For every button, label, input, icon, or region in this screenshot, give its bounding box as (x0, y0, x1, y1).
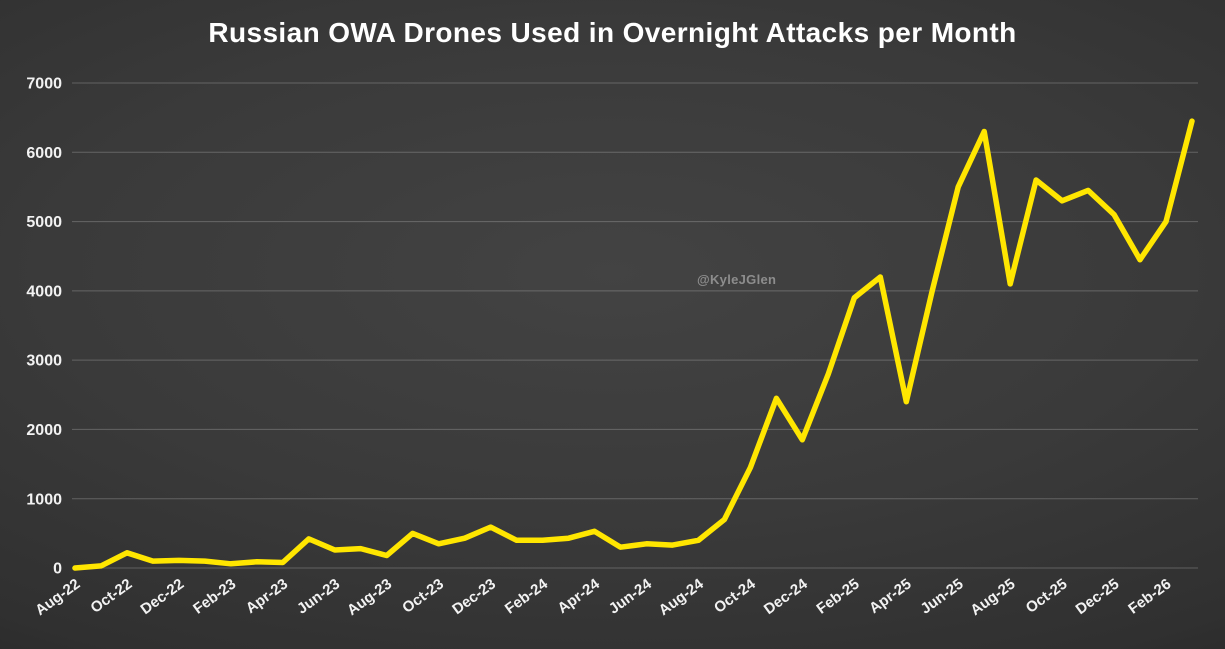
svg-text:Apr-23: Apr-23 (243, 575, 291, 617)
svg-text:1000: 1000 (26, 491, 62, 508)
svg-text:3000: 3000 (26, 353, 62, 370)
svg-text:Aug-22: Aug-22 (32, 575, 83, 619)
svg-text:Feb-26: Feb-26 (1125, 575, 1174, 617)
svg-text:Jun-23: Jun-23 (294, 575, 343, 617)
data-line (72, 118, 1195, 571)
y-axis-labels: 0 1000 2000 3000 4000 5000 6000 7000 (26, 76, 62, 578)
svg-text:Oct-22: Oct-22 (88, 575, 136, 616)
svg-text:Oct-25: Oct-25 (1023, 575, 1071, 616)
svg-text:0: 0 (53, 561, 62, 578)
svg-text:Jun-24: Jun-24 (606, 575, 656, 618)
x-axis-labels: Aug-22 Oct-22 Dec-22 Feb-23 Apr-23 Jun-23 Aug-… (32, 575, 1174, 619)
svg-text:Aug-25: Aug-25 (967, 575, 1018, 619)
chart-title: Russian OWA Drones Used in Overnight Att… (208, 17, 1017, 48)
svg-text:Dec-24: Dec-24 (761, 575, 811, 618)
svg-text:Dec-25: Dec-25 (1073, 575, 1123, 618)
svg-text:2000: 2000 (26, 422, 62, 439)
svg-text:Aug-24: Aug-24 (656, 575, 708, 619)
svg-text:Jun-25: Jun-25 (917, 575, 966, 617)
svg-text:6000: 6000 (26, 145, 62, 162)
watermark: @KyleJGlen (697, 272, 777, 287)
svg-text:7000: 7000 (26, 76, 62, 93)
svg-text:5000: 5000 (26, 214, 62, 231)
svg-text:Apr-25: Apr-25 (866, 575, 914, 617)
svg-text:Feb-25: Feb-25 (814, 575, 863, 617)
svg-text:Oct-24: Oct-24 (711, 575, 759, 617)
svg-text:Dec-22: Dec-22 (137, 575, 187, 618)
svg-text:Dec-23: Dec-23 (449, 575, 499, 618)
svg-text:Aug-23: Aug-23 (344, 575, 395, 619)
svg-text:Feb-23: Feb-23 (190, 575, 239, 617)
gridlines (72, 82, 1198, 569)
svg-text:Apr-24: Apr-24 (554, 575, 603, 617)
svg-text:Oct-23: Oct-23 (399, 575, 447, 616)
svg-text:Feb-24: Feb-24 (502, 575, 552, 618)
svg-text:4000: 4000 (26, 283, 62, 300)
